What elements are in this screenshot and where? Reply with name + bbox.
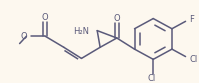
Text: Cl: Cl xyxy=(147,74,155,83)
Text: O: O xyxy=(113,14,120,23)
Text: Cl: Cl xyxy=(189,55,198,64)
Text: H₂N: H₂N xyxy=(73,27,89,36)
Text: O: O xyxy=(42,13,48,22)
Text: O: O xyxy=(21,32,27,41)
Text: F: F xyxy=(189,15,194,24)
